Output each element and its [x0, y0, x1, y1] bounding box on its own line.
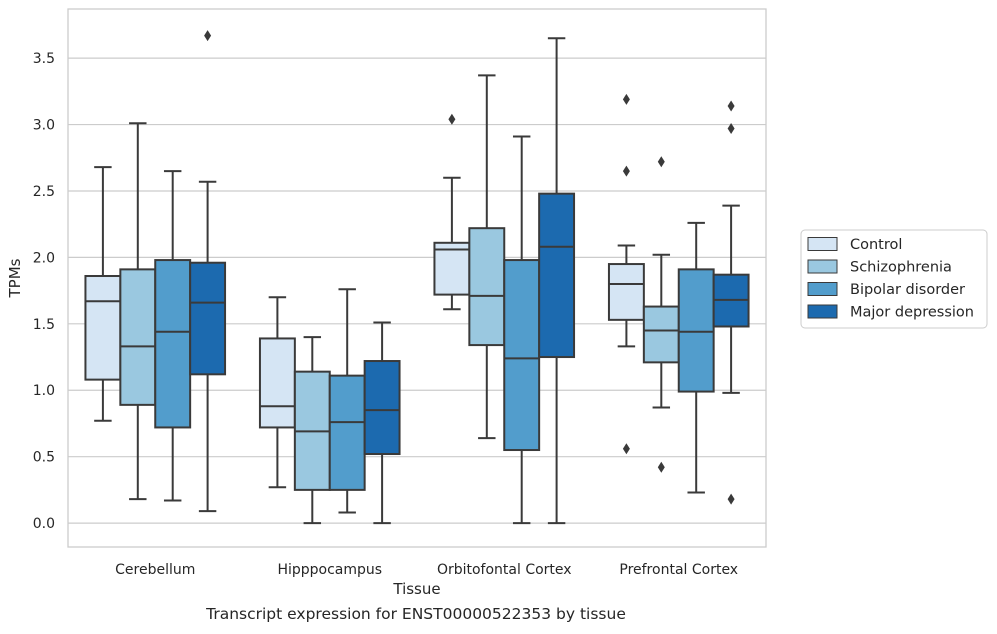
box-1-2: [328, 288, 366, 514]
box-3-1: [642, 156, 680, 473]
outlier-point: [622, 165, 630, 177]
box-iqr: [119, 268, 157, 406]
outlier-point: [622, 443, 630, 455]
y-axis-label: TPMs: [6, 258, 24, 298]
box-2-0: [433, 113, 471, 311]
box-2-1: [468, 74, 506, 440]
x-tick-label: Prefrontal Cortex: [619, 562, 738, 578]
box-2-3: [538, 37, 576, 525]
y-tick-label: 3.5: [33, 51, 55, 67]
box-3-3: [712, 100, 750, 505]
legend: Control Schizophrenia Bipolar disorder Majo…: [800, 229, 988, 329]
legend-swatch: [807, 259, 838, 274]
y-tick-labels: 0.0 0.5 1.0 1.5 2.0 2.5 3.0 3.5: [33, 51, 55, 532]
box-iqr: [84, 275, 122, 381]
box-iqr: [189, 261, 227, 376]
box-0-3: [189, 30, 227, 513]
legend-swatch: [807, 304, 838, 319]
legend-label: Bipolar disorder: [850, 282, 965, 298]
x-tick-label: Hipppocampus: [277, 562, 382, 578]
box-3-2: [677, 221, 715, 494]
box-iqr: [468, 227, 506, 347]
box-iqr: [154, 259, 192, 429]
outlier-point: [727, 100, 735, 112]
x-tick-labels: Cerebellum Hipppocampus Orbitofontal Corte…: [115, 562, 738, 578]
outlier-point: [204, 30, 212, 42]
y-tick-label: 1.0: [33, 383, 55, 399]
outlier-point: [448, 113, 456, 125]
outlier-point: [657, 156, 665, 168]
box-iqr: [538, 192, 576, 359]
x-tick-label: Cerebellum: [115, 562, 195, 578]
legend-label: Control: [850, 237, 902, 253]
outlier-point: [622, 93, 630, 105]
box-0-0: [84, 166, 122, 422]
box-0-2: [154, 170, 192, 502]
outlier-point: [727, 493, 735, 505]
box-1-0: [258, 296, 296, 489]
box-iqr: [328, 374, 366, 491]
y-tick-label: 3.0: [33, 118, 55, 134]
box-1-1: [293, 336, 331, 525]
legend-swatch: [807, 282, 838, 296]
box-iqr: [363, 360, 401, 456]
legend-items: Control Schizophrenia Bipolar disorder Majo…: [807, 237, 974, 321]
y-tick-label: 2.0: [33, 250, 55, 266]
legend-swatch: [807, 237, 838, 251]
y-tick-label: 0.5: [33, 450, 55, 466]
box-iqr: [503, 259, 541, 452]
outlier-point: [727, 123, 735, 135]
x-tick-label: Orbitofontal Cortex: [437, 562, 572, 578]
y-tick-label: 0.0: [33, 516, 55, 532]
box-1-3: [363, 321, 401, 525]
box-3-0: [607, 93, 645, 455]
legend-label: Major depression: [850, 305, 974, 321]
box-iqr: [433, 241, 471, 296]
legend-frame: [800, 229, 988, 329]
box-0-1: [119, 122, 157, 501]
y-tick-label: 1.5: [33, 317, 55, 333]
box-iqr: [258, 337, 296, 429]
plot-frame: [67, 8, 767, 548]
y-tick-label: 2.5: [33, 184, 55, 200]
box-2-2: [503, 135, 541, 525]
legend-label: Schizophrenia: [850, 260, 952, 276]
outlier-point: [657, 461, 665, 473]
x-axis-label: Tissue: [392, 580, 440, 598]
box-iqr: [677, 268, 715, 393]
chart-caption: Transcript expression for ENST0000052235…: [206, 605, 626, 623]
box-series-layer: [84, 30, 750, 525]
box-iqr: [642, 305, 680, 364]
box-iqr: [607, 263, 645, 321]
